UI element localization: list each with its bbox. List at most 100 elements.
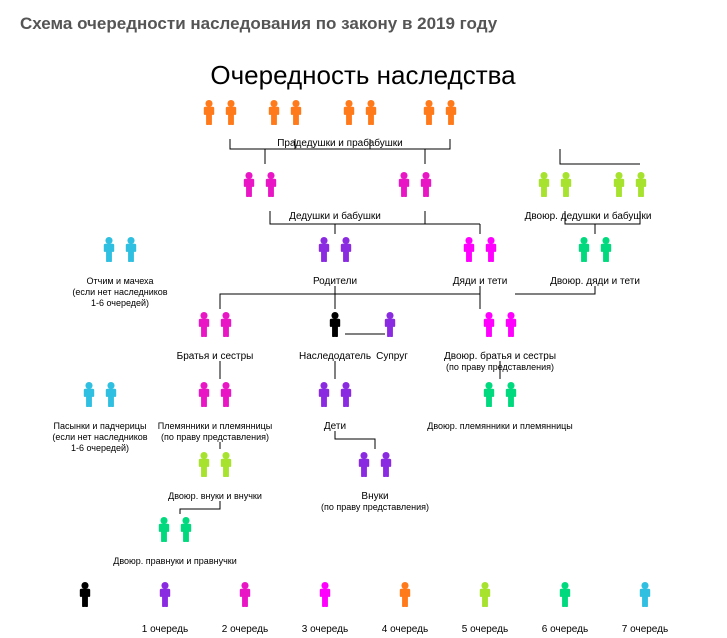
- connector: [425, 224, 480, 234]
- inheritance-diagram: Очередность наследства Прадедушки и праб…: [0, 34, 727, 634]
- node-label: 1-6 очередей): [91, 298, 149, 308]
- person-icon: [199, 452, 209, 477]
- node-label: (по праву представления): [321, 502, 429, 512]
- node-label: Внуки: [361, 491, 388, 502]
- person-icon: [126, 237, 136, 262]
- page-header: Схема очередности наследования по закону…: [0, 0, 727, 34]
- node-gg4: [424, 100, 456, 125]
- node-gg1: [204, 100, 236, 125]
- node-label: Племянники и племянницы: [158, 421, 273, 431]
- legend-label: 1 очередь: [142, 624, 188, 634]
- node-grand2b: [614, 172, 646, 197]
- person-icon: [400, 582, 410, 607]
- person-icon: [366, 100, 376, 125]
- node-label: Родители: [313, 276, 357, 287]
- person-icon: [80, 582, 90, 607]
- person-icon: [106, 382, 116, 407]
- node-label: Пасынки и падчерицы: [54, 421, 147, 431]
- person-icon: [424, 100, 434, 125]
- legend-label: 4 очередь: [382, 624, 428, 634]
- connector: [265, 149, 640, 164]
- person-icon: [221, 452, 231, 477]
- node-label: Отчим и мачеха: [87, 276, 154, 286]
- node-spouse: [385, 312, 395, 337]
- node-label: (по праву представления): [446, 362, 554, 372]
- person-icon: [244, 172, 254, 197]
- person-icon: [159, 517, 169, 542]
- node-label: Прадедушки и прабабушки: [277, 137, 403, 149]
- node-parents: [319, 237, 351, 262]
- person-icon: [601, 237, 611, 262]
- legend-label: 5 очередь: [462, 624, 508, 634]
- connector: [180, 501, 220, 514]
- person-icon: [226, 100, 236, 125]
- node-testator: [330, 312, 340, 337]
- legend-label: 2 очередь: [222, 624, 268, 634]
- node-grand2a: [539, 172, 571, 197]
- person-icon: [399, 172, 409, 197]
- node-label: Дети: [324, 421, 346, 432]
- person-icon: [484, 382, 494, 407]
- node-label: Супруг: [376, 351, 408, 362]
- person-icon: [480, 582, 490, 607]
- person-icon: [385, 312, 395, 337]
- person-icon: [636, 172, 646, 197]
- node-label: (если нет наследников: [72, 287, 167, 297]
- person-icon: [506, 312, 516, 337]
- node-label: (по праву представления): [161, 432, 269, 442]
- node-label: Дедушки и бабушки: [289, 210, 381, 222]
- person-icon: [344, 100, 354, 125]
- node-siblings: [199, 312, 231, 337]
- person-icon: [539, 172, 549, 197]
- person-icon: [221, 312, 231, 337]
- person-icon: [104, 237, 114, 262]
- person-icon: [359, 452, 369, 477]
- node-grandneph: [199, 452, 231, 477]
- person-icon: [319, 382, 329, 407]
- person-icon: [269, 100, 279, 125]
- person-icon: [561, 172, 571, 197]
- person-icon: [486, 237, 496, 262]
- node-label: Двоюр. дяди и тети: [550, 276, 640, 287]
- person-icon: [330, 312, 340, 337]
- connector: [220, 286, 480, 309]
- node-label: Дяди и тети: [453, 276, 508, 287]
- node-uncles: [464, 237, 496, 262]
- node-label: Братья и сестры: [177, 351, 254, 362]
- legend-label: 7 очередь: [622, 624, 668, 634]
- person-icon: [266, 172, 276, 197]
- person-icon: [484, 312, 494, 337]
- diagram-title: Очередность наследства: [210, 60, 516, 90]
- legend-label: 3 очередь: [302, 624, 348, 634]
- person-icon: [240, 582, 250, 607]
- person-icon: [181, 517, 191, 542]
- node-stepparents: [104, 237, 136, 262]
- node-gg2: [269, 100, 301, 125]
- node-gg3: [344, 100, 376, 125]
- node-grand1: [244, 172, 276, 197]
- person-icon: [204, 100, 214, 125]
- node-label: Двоюр. внуки и внучки: [168, 491, 262, 501]
- person-icon: [199, 312, 209, 337]
- person-icon: [160, 582, 170, 607]
- node-cousinneph: [484, 382, 516, 407]
- connector: [515, 286, 595, 294]
- person-icon: [199, 382, 209, 407]
- person-icon: [421, 172, 431, 197]
- person-icon: [464, 237, 474, 262]
- node-grand2: [399, 172, 431, 197]
- person-icon: [640, 582, 650, 607]
- node-greatgrandneph: [159, 517, 191, 542]
- person-icon: [560, 582, 570, 607]
- node-label: Двоюр. правнуки и правнучки: [113, 556, 236, 566]
- node-label: Наследодатель: [299, 351, 371, 362]
- person-icon: [341, 237, 351, 262]
- node-uncles2: [579, 237, 611, 262]
- node-label: Двоюр. дедушки и бабушки: [525, 210, 652, 222]
- person-icon: [221, 382, 231, 407]
- node-grandchildren: [359, 452, 391, 477]
- node-nephews: [199, 382, 231, 407]
- node-children: [319, 382, 351, 407]
- person-icon: [614, 172, 624, 197]
- person-icon: [506, 382, 516, 407]
